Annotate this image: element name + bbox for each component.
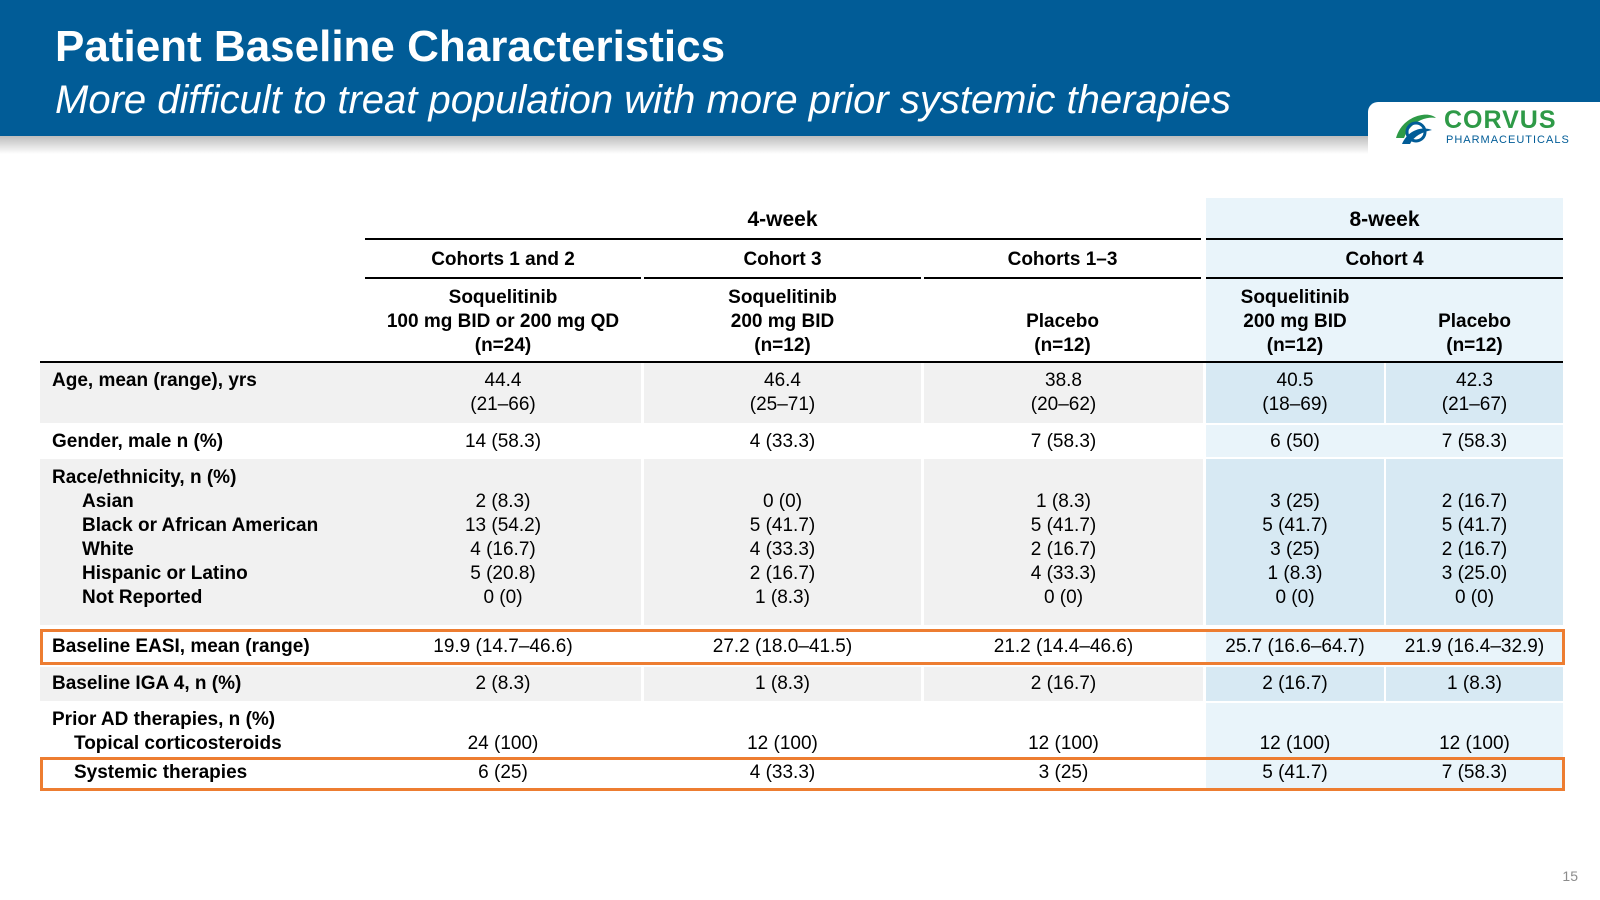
table-cell: 7 (58.3) (1441, 762, 1508, 783)
arm-header: Soquelitinib 100 mg BID or 200 mg QD (n=… (386, 287, 620, 356)
row-label-age: Age, mean (range), yrs (52, 370, 257, 391)
arm-header: Soquelitinib 200 mg BID (n=12) (728, 287, 837, 356)
row-bg (40, 667, 641, 701)
row-bg (924, 459, 1203, 625)
highlight-box-easi (40, 629, 1565, 665)
table-cell: 0 (0) 5 (41.7) 4 (33.3) 2 (16.7) 1 (8.3) (749, 491, 816, 608)
table-cell: 6 (25) (478, 762, 528, 783)
banner-shadow (0, 136, 1600, 154)
table-cell: 1 (8.3) 5 (41.7) 2 (16.7) 4 (33.3) 0 (0) (1030, 491, 1097, 608)
table-cell: 12 (100) (1439, 733, 1510, 754)
row-bg (40, 459, 641, 625)
cohort-rule (644, 277, 921, 279)
row-label-iga: Baseline IGA 4, n (%) (52, 673, 242, 694)
row-bg (1206, 363, 1384, 423)
page-number: 15 (1562, 868, 1578, 884)
cohort-header: Cohort 3 (743, 249, 822, 270)
table-cell: 2 (16.7) (1262, 673, 1328, 694)
row-bg (1206, 425, 1563, 457)
table-cell: 12 (100) (1259, 733, 1331, 754)
arm-header: Placebo (n=12) (1438, 311, 1511, 356)
table-cell: 7 (58.3) (1441, 431, 1508, 452)
table-cell: 25.7 (16.6–64.7) (1225, 636, 1365, 657)
row-label-prior: Prior AD therapies, n (%) (52, 709, 276, 730)
group-header-4-week: 4-week (747, 208, 818, 231)
table-cell: 44.4 (21–66) (470, 370, 536, 415)
table-cell: 4 (33.3) (749, 431, 816, 452)
row-bg (924, 667, 1203, 701)
table-cell: 1 (8.3) (1447, 673, 1502, 694)
row-bg (644, 363, 921, 423)
table-cell: 7 (58.3) (1030, 431, 1097, 452)
table-cell: 5 (41.7) (1262, 762, 1328, 783)
row-label-topical: Topical corticosteroids (74, 733, 282, 754)
cohort-header: Cohort 4 (1345, 249, 1424, 270)
row-bg (1206, 459, 1384, 625)
row-bg (40, 363, 641, 423)
title-banner (0, 0, 1600, 136)
arm-header: Placebo (n=12) (1026, 311, 1099, 356)
row-bg (1386, 363, 1563, 423)
table-cell: 12 (100) (1028, 733, 1099, 754)
slide-title: Patient Baseline Characteristics (55, 22, 726, 71)
eight-week-header-bg (1206, 198, 1563, 362)
slide-subtitle: More difficult to treat population with … (55, 78, 1232, 122)
row-bg (924, 363, 1203, 423)
group-rule (365, 238, 1201, 240)
arm-header: Soquelitinib 200 mg BID (n=12) (1240, 287, 1350, 356)
table-cell: 3 (25) (1038, 762, 1089, 783)
table-cell: 42.3 (21–67) (1441, 370, 1508, 415)
table-cell: 2 (16.7) (1030, 673, 1097, 694)
row-bg (644, 459, 921, 625)
table-cell: 40.5 (18–69) (1262, 370, 1328, 415)
table-cell: 12 (100) (747, 733, 818, 754)
highlight-box-systemic (40, 757, 1565, 791)
cohort-rule (924, 277, 1201, 279)
row-bg (1206, 667, 1384, 701)
logo-tagline: PHARMACEUTICALS (1446, 134, 1570, 146)
table-cell: 19.9 (14.7–46.6) (433, 636, 573, 657)
table-cell: 24 (100) (467, 733, 539, 754)
company-logo: CORVUS PHARMACEUTICALS (1368, 102, 1600, 154)
header-rule (40, 361, 1563, 363)
table-cell: 38.8 (20–62) (1030, 370, 1097, 415)
cohort-rule (365, 277, 641, 279)
corvus-bird-icon (1396, 114, 1436, 144)
row-label-easi: Baseline EASI, mean (range) (52, 636, 310, 657)
table-cell: 21.2 (14.4–46.6) (993, 636, 1134, 657)
table-cell: 2 (8.3) (475, 673, 531, 694)
row-label-systemic: Systemic therapies (74, 762, 248, 783)
table-cell: 6 (50) (1270, 431, 1320, 452)
table-cell: 2 (8.3) 13 (54.2) 4 (16.7) 5 (20.8) 0 (0) (464, 491, 542, 608)
row-bg (1386, 667, 1563, 701)
row-bg (644, 667, 921, 701)
row-label-race-sub: Asian Black or African American White Hi… (82, 491, 319, 608)
row-bg (1386, 459, 1563, 625)
row-label-race: Race/ethnicity, n (%) (52, 467, 237, 488)
logo-wordmark: CORVUS (1444, 106, 1557, 134)
table-cell: 46.4 (25–71) (749, 370, 816, 415)
table-cell: 3 (25) 5 (41.7) 3 (25) 1 (8.3) 0 (0) (1262, 491, 1328, 608)
table-cell: 1 (8.3) (755, 673, 810, 694)
cohort-header: Cohorts 1 and 2 (431, 249, 575, 270)
table-cell: 14 (58.3) (464, 431, 542, 452)
table-cell: 2 (16.7) 5 (41.7) 2 (16.7) 3 (25.0) 0 (0) (1441, 491, 1508, 608)
row-label-gender: Gender, male n (%) (52, 431, 224, 452)
group-rule (1206, 238, 1563, 240)
row-bg (1206, 703, 1563, 791)
cohort-rule (1206, 277, 1563, 279)
table-cell: 27.2 (18.0–41.5) (712, 636, 853, 657)
group-header-8-week: 8-week (1349, 208, 1420, 231)
row-bg (1206, 630, 1563, 664)
cohort-header: Cohorts 1–3 (1007, 249, 1118, 270)
table-cell: 4 (33.3) (749, 762, 816, 783)
table-cell: 21.9 (16.4–32.9) (1404, 636, 1545, 657)
